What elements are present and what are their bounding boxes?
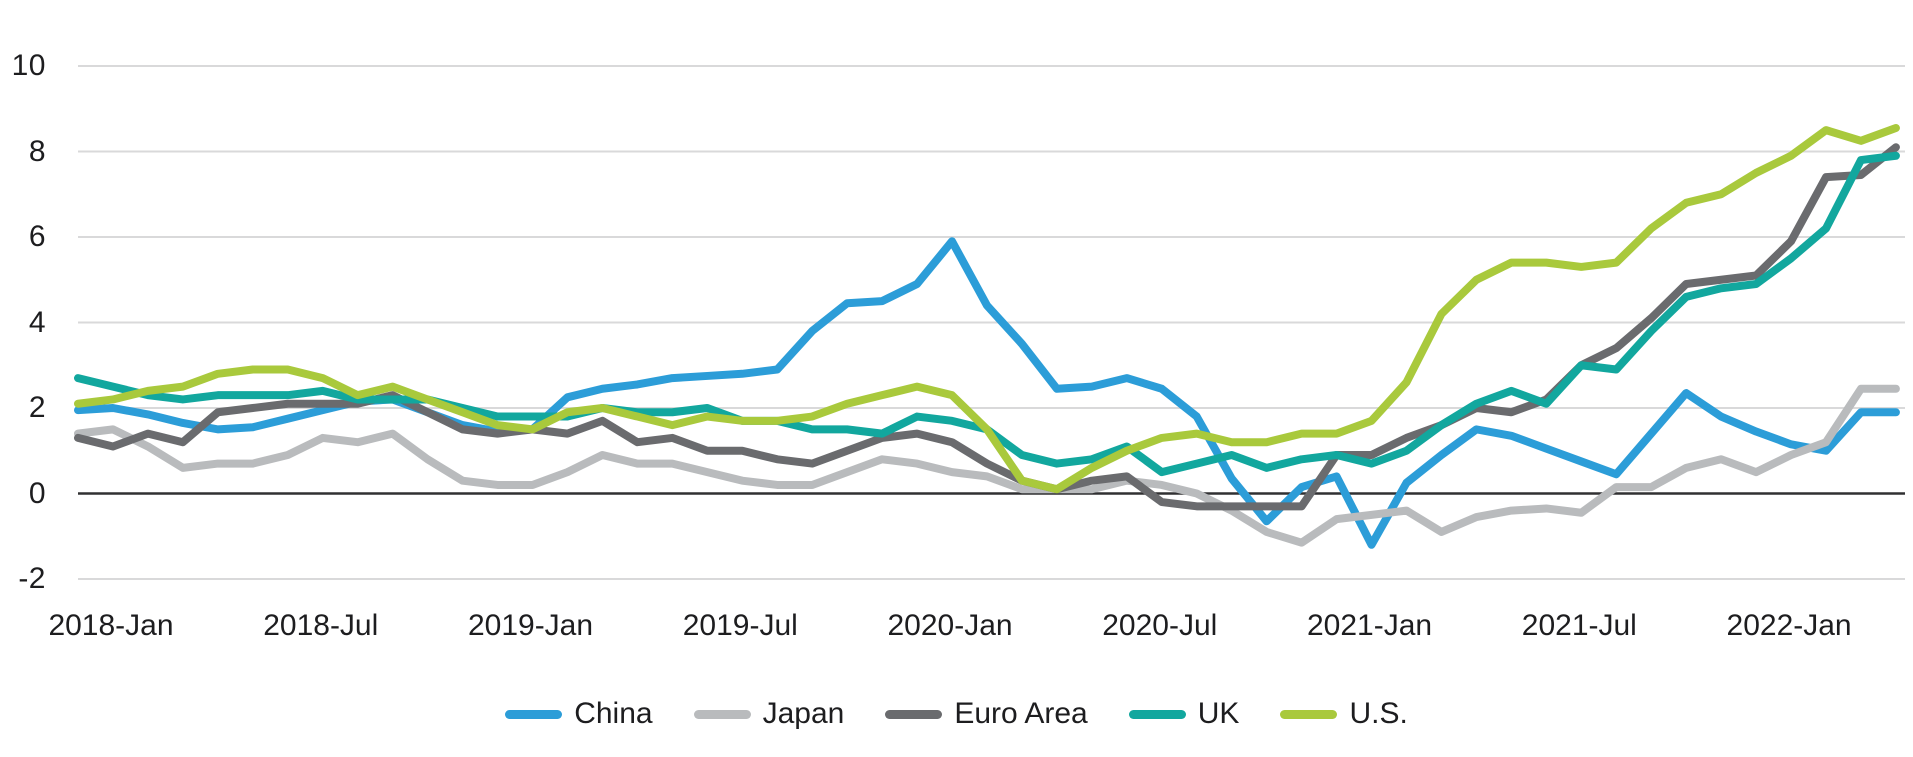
y-axis-label--2: -2 [18,562,46,595]
legend-label: Japan [762,697,845,730]
y-axis-label-10: 10 [11,49,46,82]
legend-swatch-icon [885,709,943,719]
x-axis-label-2022-jan: 2022-Jan [1726,609,1852,642]
legend-label: U.S. [1349,697,1408,730]
x-axis-label-2021-jan: 2021-Jan [1306,609,1433,642]
legend-item-uk: UK [1128,697,1240,730]
y-axis-label-0: 0 [28,476,46,510]
legend-label: China [574,697,653,730]
y-axis-label-4: 4 [28,305,46,339]
series-line-euro-area [74,143,1900,511]
x-axis-label-2020-jan: 2020-Jan [887,609,1013,642]
legend-label: Euro Area [954,697,1088,730]
y-axis-label-2: 2 [28,391,46,424]
series-line-japan [74,384,1900,547]
series-line-u-s- [74,123,1900,494]
x-axis-label-2020-jul: 2020-Jul [1102,609,1218,642]
y-axis-label-6: 6 [28,220,46,253]
x-axis-label-2019-jan: 2019-Jan [467,609,594,642]
y-axis-label-8: 8 [28,134,46,168]
legend-label: UK [1197,697,1240,730]
legend-swatch-icon [693,709,751,719]
legend-item-japan: Japan [693,697,845,730]
x-axis-label-2019-jul: 2019-Jul [682,609,798,642]
legend-swatch-icon [1128,709,1186,719]
legend-item-euro-area: Euro Area [885,697,1088,730]
x-axis-label-2018-jul: 2018-Jul [263,609,379,642]
legend-swatch-icon [505,709,563,719]
chart-legend: China Japan Euro Area UK U.S. [0,698,1913,730]
x-axis-label-2018-jan: 2018-Jan [48,609,174,642]
legend-item-china: China [505,697,653,730]
legend-item-u-s-: U.S. [1280,697,1408,730]
legend-swatch-icon [1280,709,1338,719]
x-axis-label-2021-jul: 2021-Jul [1521,609,1637,642]
